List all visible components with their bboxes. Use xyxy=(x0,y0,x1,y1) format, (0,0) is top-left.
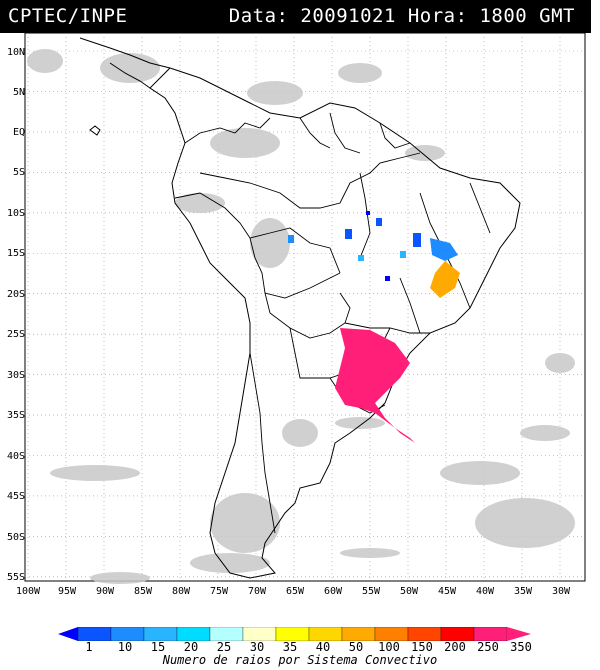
colorbar-tick: 1 xyxy=(85,640,93,654)
colorbar-cells xyxy=(58,627,531,641)
colorbar-tick: 30 xyxy=(249,640,265,654)
lat-label: 5N xyxy=(12,87,25,98)
lightning-cell-blue-large xyxy=(430,238,458,261)
lat-label: 25S xyxy=(6,329,25,340)
lat-label: 10S xyxy=(6,208,25,219)
map-panel xyxy=(0,33,591,593)
colorbar-cell xyxy=(77,627,112,641)
lon-label: 70W xyxy=(247,586,267,597)
colorbar-arrow-right xyxy=(507,627,531,641)
colorbar-tick: 150 xyxy=(411,640,433,654)
lat-label: 55S xyxy=(6,572,25,583)
colorbar-cell xyxy=(374,627,409,641)
lightning-cell-blue-6 xyxy=(366,211,370,215)
lon-label: 80W xyxy=(171,586,191,597)
map-frame xyxy=(24,33,586,582)
colorbar-cell xyxy=(209,627,244,641)
colorbar-tick: 25 xyxy=(216,640,232,654)
lat-label: 10N xyxy=(6,47,25,58)
lon-label: 75W xyxy=(209,586,229,597)
lightning-cells xyxy=(288,211,460,443)
lat-label: 45S xyxy=(6,491,25,502)
lon-label: 65W xyxy=(285,586,305,597)
lat-label: 40S xyxy=(6,451,25,462)
colorbar xyxy=(58,627,531,641)
colorbar-tick: 15 xyxy=(150,640,166,654)
lightning-cell-blue-5 xyxy=(385,276,390,281)
lightning-cell-blue-4 xyxy=(288,235,294,243)
map-graticule xyxy=(25,33,585,581)
lightning-cell-blue-2 xyxy=(345,229,352,239)
lon-label: 35W xyxy=(513,586,533,597)
lon-label: 85W xyxy=(133,586,153,597)
colorbar-cell xyxy=(440,627,475,641)
lightning-cell-cyan-2 xyxy=(400,251,406,258)
lat-label: EQ xyxy=(12,127,25,138)
header-title: CPTEC/INPE xyxy=(8,5,128,27)
header-bar: CPTEC/INPE Data: 20091021 Hora: 1800 GMT xyxy=(0,0,591,33)
colorbar-cell xyxy=(110,627,145,641)
colorbar-tick: 50 xyxy=(348,640,364,654)
lon-label: 40W xyxy=(475,586,495,597)
lat-label: 50S xyxy=(6,532,25,543)
lon-label: 45W xyxy=(437,586,457,597)
lightning-cell-cyan-1 xyxy=(358,255,364,261)
colorbar-cell xyxy=(308,627,343,641)
colorbar-cell xyxy=(143,627,178,641)
colorbar-cell xyxy=(275,627,310,641)
lat-label: 30S xyxy=(6,370,25,381)
colorbar-tick: 100 xyxy=(378,640,400,654)
header-datetime: Data: 20091021 Hora: 1800 GMT xyxy=(228,5,575,27)
colorbar-tick: 250 xyxy=(477,640,499,654)
colorbar-tick: 10 xyxy=(117,640,133,654)
lat-label: 20S xyxy=(6,289,25,300)
lat-label: 35S xyxy=(6,410,25,421)
colorbar-title: Numero de raios por Sistema Convectivo xyxy=(162,653,438,667)
lon-label: 100W xyxy=(15,586,41,597)
lon-label: 50W xyxy=(399,586,419,597)
lightning-cell-south xyxy=(335,328,415,443)
lat-label: 15S xyxy=(6,248,25,259)
colorbar-cell xyxy=(341,627,376,641)
colorbar-tick: 20 xyxy=(183,640,199,654)
lon-label: 30W xyxy=(551,586,571,597)
colorbar-tick: 350 xyxy=(510,640,532,654)
lon-label: 90W xyxy=(95,586,115,597)
lightning-cell-blue-1 xyxy=(413,233,421,247)
lightning-map xyxy=(24,33,586,584)
lon-label: 95W xyxy=(57,586,77,597)
colorbar-cell xyxy=(473,627,508,641)
colorbar-cell xyxy=(176,627,211,641)
lightning-cell-orange xyxy=(430,261,460,298)
colorbar-tick: 40 xyxy=(315,640,331,654)
lon-label: 55W xyxy=(361,586,381,597)
colorbar-tick: 200 xyxy=(444,640,466,654)
colorbar-arrow-left xyxy=(58,627,78,641)
colorbar-cell xyxy=(407,627,442,641)
coastlines xyxy=(79,37,521,579)
lat-label: 5S xyxy=(12,167,25,178)
lightning-cell-blue-3 xyxy=(376,218,382,226)
colorbar-tick: 35 xyxy=(282,640,298,654)
lon-label: 60W xyxy=(323,586,343,597)
colorbar-cell xyxy=(242,627,277,641)
